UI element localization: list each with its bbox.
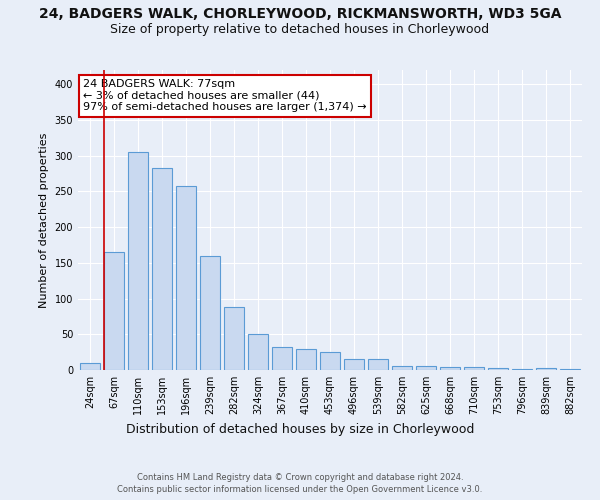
Bar <box>224 307 244 370</box>
Text: 24 BADGERS WALK: 77sqm
← 3% of detached houses are smaller (44)
97% of semi-deta: 24 BADGERS WALK: 77sqm ← 3% of detached … <box>83 79 367 112</box>
Text: 24, BADGERS WALK, CHORLEYWOOD, RICKMANSWORTH, WD3 5GA: 24, BADGERS WALK, CHORLEYWOOD, RICKMANSW… <box>39 8 561 22</box>
Bar <box>392 366 412 370</box>
Bar <box>488 368 508 370</box>
Y-axis label: Number of detached properties: Number of detached properties <box>39 132 49 308</box>
Bar <box>80 363 100 370</box>
Bar <box>320 352 340 370</box>
Text: Size of property relative to detached houses in Chorleywood: Size of property relative to detached ho… <box>110 22 490 36</box>
Text: Contains public sector information licensed under the Open Government Licence v3: Contains public sector information licen… <box>118 485 482 494</box>
Bar <box>128 152 148 370</box>
Text: Distribution of detached houses by size in Chorleywood: Distribution of detached houses by size … <box>126 422 474 436</box>
Bar <box>200 256 220 370</box>
Bar <box>104 252 124 370</box>
Bar <box>344 358 364 370</box>
Text: Contains HM Land Registry data © Crown copyright and database right 2024.: Contains HM Land Registry data © Crown c… <box>137 472 463 482</box>
Bar <box>248 334 268 370</box>
Bar <box>440 367 460 370</box>
Bar <box>368 360 388 370</box>
Bar <box>272 347 292 370</box>
Bar <box>464 367 484 370</box>
Bar <box>416 366 436 370</box>
Bar <box>176 186 196 370</box>
Bar <box>560 368 580 370</box>
Bar <box>296 350 316 370</box>
Bar <box>152 168 172 370</box>
Bar <box>536 368 556 370</box>
